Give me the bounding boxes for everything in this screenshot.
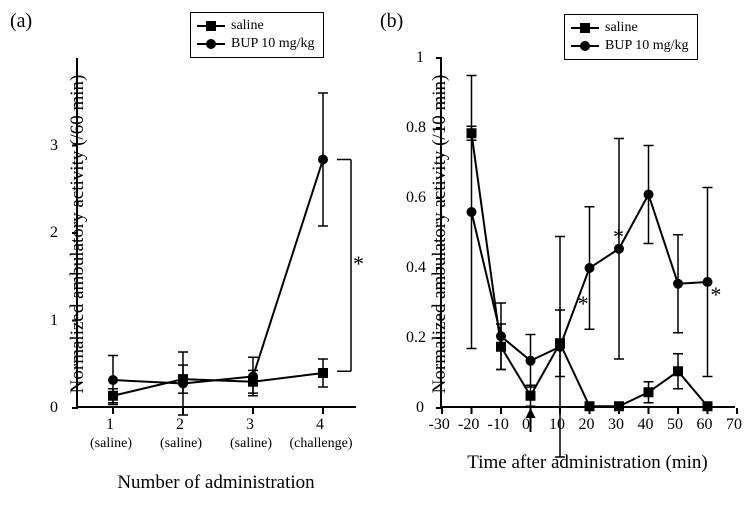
xtick-label: 0 [522,416,530,434]
xtick-label: 40 [638,416,654,434]
panel-b: (b) salineBUP 10 mg/kg Normalized ambula… [378,8,748,508]
legend-row: saline [197,17,315,35]
ytick-label: 0.2 [406,329,426,347]
panel-a-xlabel: Number of administration [76,472,356,494]
panel-a-plot [76,58,356,408]
legend-row: BUP 10 mg/kg [197,35,315,53]
ytick-label: 0.6 [406,189,426,207]
legend-label: saline [605,20,638,36]
legend-a: saline BUP 10 mg/kg [190,12,324,58]
xtick-secondary: (challenge) [289,436,353,452]
ytick-label: 1 [50,312,58,330]
xtick-label: -10 [488,416,509,434]
xtick-label: 30 [608,416,624,434]
ytick-label: 2 [50,224,58,242]
xtick-label: 70 [726,416,742,434]
sig-star: * [353,251,364,277]
xtick-label: 4 [316,416,324,434]
xtick-label: 10 [549,416,565,434]
xtick-label: 2 [176,416,184,434]
sig-star: * [578,291,589,317]
legend-label: BUP 10 mg/kg [231,36,315,52]
xtick-label: 60 [697,416,713,434]
panel-a: (a) salineBUP 10 mg/kg Normalized ambula… [8,8,368,508]
xtick-label: 1 [106,416,114,434]
figure: (a) salineBUP 10 mg/kg Normalized ambula… [0,0,754,518]
panel-b-xlabel: Time after administration (min) [440,452,735,474]
xtick-label: 50 [667,416,683,434]
ytick-label: 0 [50,399,58,417]
ytick-label: 0.8 [406,119,426,137]
ytick-label: 3 [50,137,58,155]
legend-b: saline BUP 10 mg/kg [564,14,698,60]
legend-label: saline [231,18,264,34]
panel-b-plot [440,58,735,408]
xtick-secondary: (saline) [219,436,283,452]
ytick-label: 1 [416,49,424,67]
xtick-label: -30 [429,416,450,434]
legend-row: BUP 10 mg/kg [571,37,689,55]
panel-a-label: (a) [10,10,32,33]
legend-row: saline [571,19,689,37]
xtick-secondary: (saline) [79,436,143,452]
panel-b-label: (b) [380,10,403,33]
xtick-secondary: (saline) [149,436,213,452]
sig-star: * [710,282,721,308]
ytick-label: 0 [416,399,424,417]
xtick-label: 3 [246,416,254,434]
xtick-label: 20 [579,416,595,434]
xtick-label: -20 [458,416,479,434]
sig-star: * [613,224,624,250]
ytick-label: 0.4 [406,259,426,277]
legend-label: BUP 10 mg/kg [605,38,689,54]
